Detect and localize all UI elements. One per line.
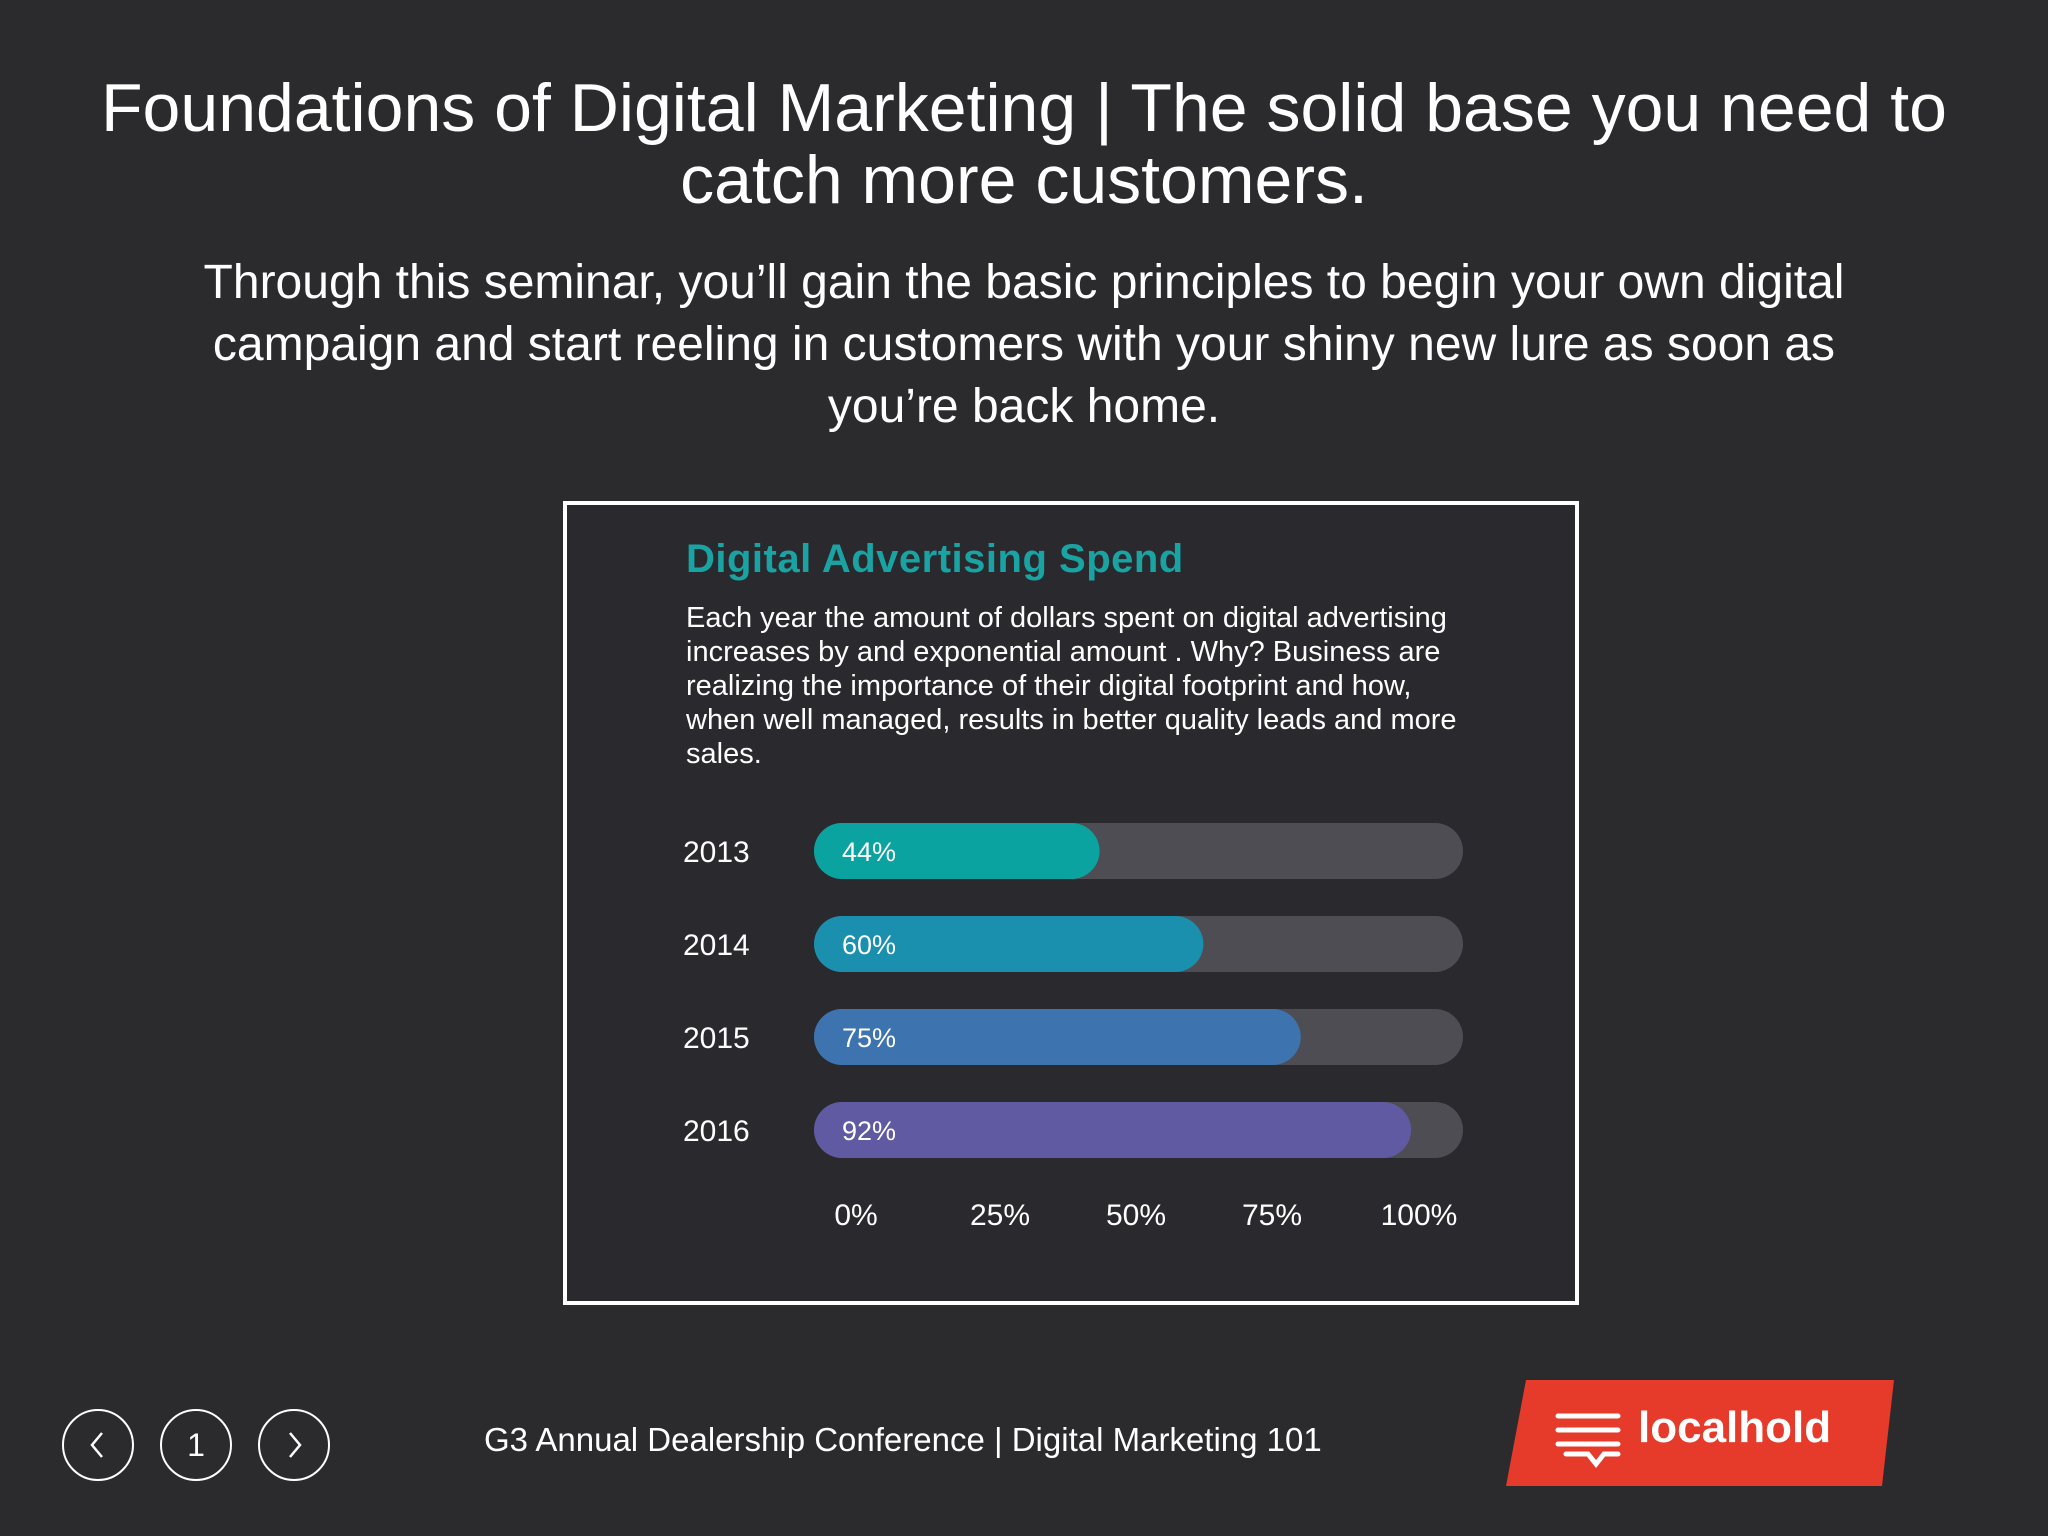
bar-category-label: 2016 bbox=[683, 1115, 750, 1148]
chevron-left-icon bbox=[90, 1432, 103, 1458]
bar-category-label: 2015 bbox=[683, 1022, 750, 1055]
localhold-logo: localhold bbox=[1506, 1380, 1894, 1486]
logo-text: localhold bbox=[1638, 1403, 1831, 1452]
bar-category-label: 2014 bbox=[683, 929, 750, 962]
x-tick-label: 100% bbox=[1381, 1199, 1458, 1232]
bar-value-label: 44% bbox=[842, 837, 896, 867]
bar-chart: 2013 44% 2014 60% 2015 75% 2016 92% 0% 25% 50% 75% 1… bbox=[683, 823, 1463, 1232]
bar bbox=[814, 1009, 1301, 1065]
chevron-right-icon bbox=[289, 1432, 302, 1458]
bar-value-label: 92% bbox=[842, 1116, 896, 1146]
slide-headline: Foundations of Digital Marketing | The s… bbox=[101, 70, 1947, 218]
prev-slide-button[interactable] bbox=[62, 1409, 134, 1481]
bar bbox=[814, 916, 1204, 972]
logo-background bbox=[1506, 1380, 1894, 1486]
bar-value-label: 75% bbox=[842, 1023, 896, 1053]
card-description: Each year the amount of dollars spent on… bbox=[686, 602, 1457, 770]
bar bbox=[814, 823, 1100, 879]
footer-text: G3 Annual Dealership Conference | Digita… bbox=[484, 1421, 1322, 1458]
bar bbox=[814, 1102, 1412, 1158]
x-tick-label: 0% bbox=[834, 1199, 877, 1232]
slide-subhead: Through this seminar, you’ll gain the ba… bbox=[203, 256, 1845, 433]
bar-value-label: 60% bbox=[842, 930, 896, 960]
bar-category-label: 2013 bbox=[683, 836, 750, 869]
list-icon bbox=[1555, 1413, 1621, 1469]
x-tick-label: 75% bbox=[1242, 1199, 1302, 1232]
x-tick-label: 25% bbox=[970, 1199, 1030, 1232]
next-slide-button[interactable] bbox=[258, 1409, 330, 1481]
x-tick-label: 50% bbox=[1106, 1199, 1166, 1232]
chart-card: Digital Advertising Spend Each year the … bbox=[563, 501, 1579, 1305]
card-title: Digital Advertising Spend bbox=[686, 537, 1184, 581]
page-number[interactable]: 1 bbox=[160, 1409, 232, 1481]
